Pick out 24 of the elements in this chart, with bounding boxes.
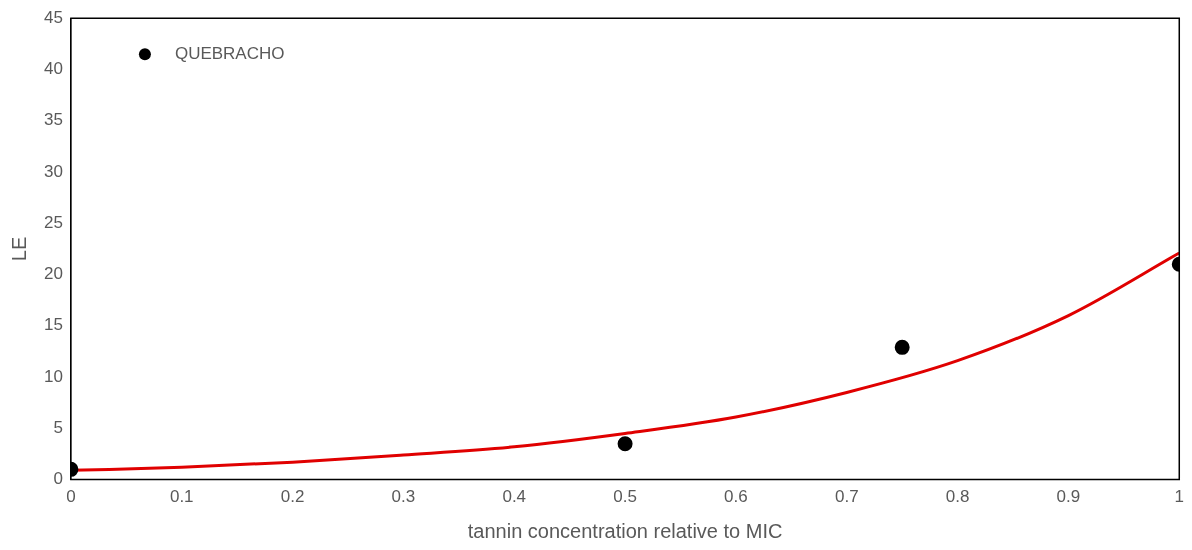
y-tick-label: 0 [53, 469, 63, 489]
y-tick-label: 30 [43, 161, 63, 181]
x-tick-label: 0.1 [169, 487, 194, 507]
x-tick-label: 0.3 [391, 487, 416, 507]
y-tick-label: 40 [43, 59, 63, 79]
x-tick-label: 0.5 [613, 487, 637, 507]
y-tick-label: 45 [43, 7, 63, 27]
x-tick-label: 0.9 [1056, 487, 1081, 507]
y-tick-label: 35 [43, 110, 63, 130]
y-tick-label: 15 [43, 315, 63, 335]
y-axis-title: LE [7, 236, 30, 262]
y-tick-label: 25 [43, 212, 63, 232]
x-tick-label: 0.8 [945, 487, 970, 507]
x-tick-label: 0.4 [502, 487, 527, 507]
x-tick-label: 0.2 [280, 487, 305, 507]
legend-label: QUEBRACHO [174, 43, 285, 63]
x-tick-label: 0.6 [724, 487, 748, 507]
y-tick-label: 10 [43, 366, 63, 386]
y-tick-label: 20 [43, 264, 63, 284]
x-tick-label: 0.7 [834, 487, 859, 507]
x-axis-title: tannin concentration relative to MIC [467, 519, 783, 542]
y-tick-label: 5 [53, 418, 63, 438]
x-tick-label: 0 [66, 487, 76, 507]
x-tick-label: 1 [1174, 487, 1185, 507]
